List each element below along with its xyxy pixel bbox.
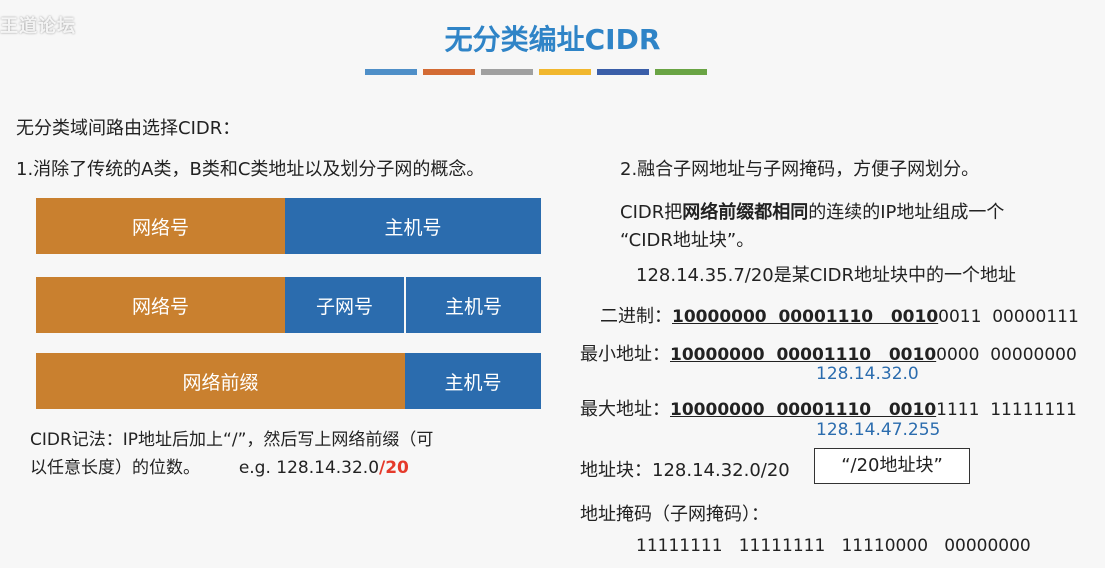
watermark-logo: 王道论坛 <box>0 16 76 37</box>
color-segment <box>539 69 591 75</box>
binary-row: 二进制：10000000 00001110 00100011 00000111 <box>600 302 1079 328</box>
min-address-ip: 128.14.32.0 <box>816 364 919 384</box>
cidr-description-line2: “CIDR地址块”。 <box>620 230 755 251</box>
color-segment <box>481 69 533 75</box>
min-address-prefix-bits: 10000000 00001110 0010 <box>670 345 937 365</box>
intro-text: 无分类域间路由选择CIDR： <box>16 118 241 139</box>
address-block-label: 地址块：128.14.32.0/20 <box>580 460 790 481</box>
decorative-color-bar <box>365 69 707 75</box>
point-2: 2.融合子网地址与子网掩码，方便子网划分。 <box>620 159 980 180</box>
address-block-box: “/20地址块” <box>814 448 970 484</box>
max-address-ip: 128.14.47.255 <box>816 420 941 440</box>
cidr-desc-bold: 网络前缀都相同 <box>682 202 809 223</box>
min-address-row: 最小地址：10000000 00001110 00100000 00000000 <box>580 340 1077 366</box>
notation-text-line2: 以任意长度）的位数。 <box>30 458 200 478</box>
host-number-block: 主机号 <box>285 198 541 254</box>
max-address-label: 最大地址： <box>580 399 670 420</box>
color-segment <box>365 69 417 75</box>
host-number-block: 主机号 <box>405 353 541 409</box>
color-segment <box>597 69 649 75</box>
cidr-desc-post: 的连续的IP地址组成一个 <box>808 202 1005 223</box>
notation-text: CIDR记法：IP地址后加上“/”，然后写上网络前缀（可 <box>30 430 434 450</box>
binary-label: 二进制： <box>600 306 672 327</box>
network-prefix-block: 网络前缀 <box>36 353 405 409</box>
example-address-text: 128.14.35.7/20是某CIDR地址块中的一个地址 <box>636 265 1016 286</box>
host-number-block: 主机号 <box>406 277 541 333</box>
binary-prefix-bits: 10000000 00001110 0010 <box>672 307 939 327</box>
color-segment <box>655 69 707 75</box>
network-number-block: 网络号 <box>36 198 285 254</box>
subnet-number-block: 子网号 <box>285 277 404 333</box>
point-1: 1.消除了传统的A类，B类和C类地址以及划分子网的概念。 <box>16 159 485 180</box>
color-segment <box>423 69 475 75</box>
mask-value: 11111111 11111111 11110000 00000000 <box>636 536 1031 556</box>
notation-text-2: 以任意长度）的位数。 e.g. 128.14.32.0/20 <box>30 453 409 478</box>
page-title: 无分类编址CIDR <box>444 23 661 56</box>
max-address-host-bits: 1111 11111111 <box>936 400 1077 420</box>
max-address-prefix-bits: 10000000 00001110 0010 <box>670 400 937 420</box>
example-address: e.g. 128.14.32.0 <box>238 458 380 478</box>
network-number-block: 网络号 <box>36 277 285 333</box>
max-address-row: 最大地址：10000000 00001110 00101111 11111111 <box>580 395 1077 421</box>
cidr-desc-pre: CIDR把 <box>620 202 683 223</box>
cidr-description: CIDR把网络前缀都相同的连续的IP地址组成一个 <box>620 198 1004 224</box>
mask-label: 地址掩码（子网掩码）： <box>580 504 769 525</box>
example-prefix-length: /20 <box>379 458 409 478</box>
min-address-label: 最小地址： <box>580 344 670 365</box>
binary-host-bits: 0011 00000111 <box>938 307 1079 327</box>
min-address-host-bits: 0000 00000000 <box>936 345 1077 365</box>
